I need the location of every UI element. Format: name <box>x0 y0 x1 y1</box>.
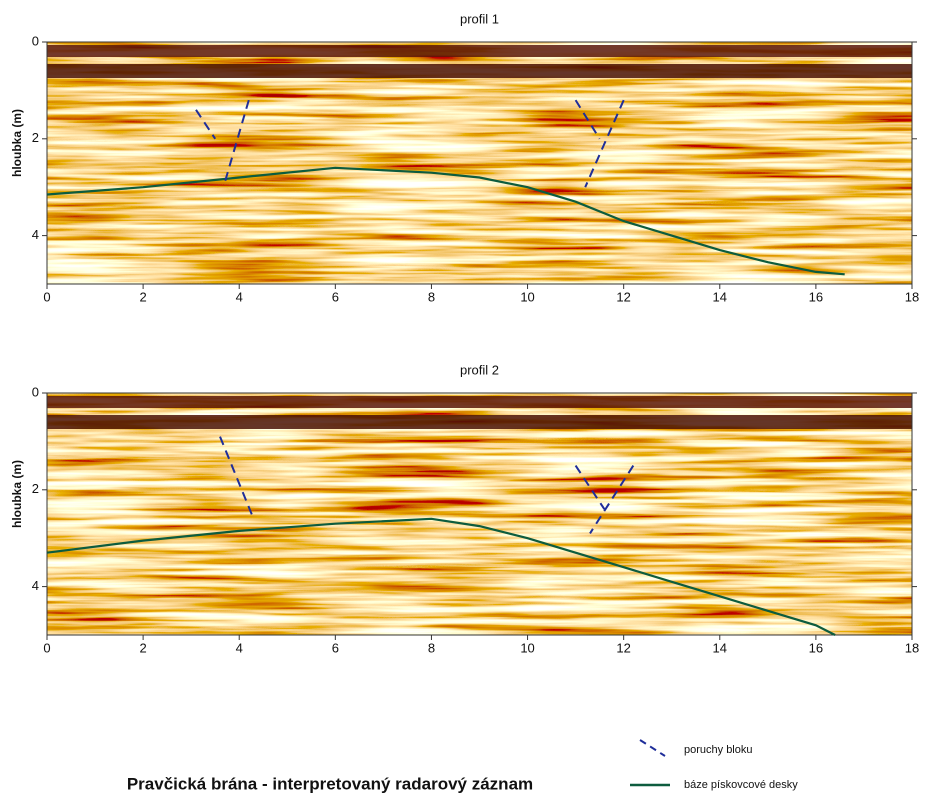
surface-band <box>47 64 912 78</box>
radargram <box>47 42 912 284</box>
chart-panel: profil 2 hloubka (m) 0 2 4 6 8 10 12 14 16 18 0 2 4 <box>10 362 919 655</box>
x-tick-label: 2 <box>139 640 146 655</box>
legend-label: poruchy bloku <box>684 744 753 756</box>
x-tick-label: 6 <box>332 289 339 304</box>
fault-line <box>574 465 606 510</box>
chart-title: profil 2 <box>460 362 499 377</box>
legend-swatch <box>639 739 666 757</box>
base-line <box>46 517 836 636</box>
fault-line <box>574 99 601 140</box>
y-axis-label: hloubka (m) <box>10 460 24 528</box>
x-tick-label: 6 <box>332 640 339 655</box>
surface-band <box>47 396 912 408</box>
x-tick-label: 16 <box>809 640 823 655</box>
fault-line <box>589 465 635 534</box>
x-tick-label: 4 <box>236 640 243 655</box>
x-tick-label: 8 <box>428 289 435 304</box>
fault-line <box>584 99 625 188</box>
x-tick-label: 0 <box>43 289 50 304</box>
surface-band <box>47 415 912 429</box>
figure-title: Pravčická brána - interpretovaný radarov… <box>127 774 533 793</box>
y-tick-label: 4 <box>32 578 39 593</box>
x-tick-label: 18 <box>905 640 919 655</box>
base-line <box>46 166 845 276</box>
x-tick-label: 4 <box>236 289 243 304</box>
x-tick-label: 0 <box>43 640 50 655</box>
y-tick-label: 2 <box>32 481 39 496</box>
x-tick-label: 2 <box>139 289 146 304</box>
y-tick-label: 2 <box>32 130 39 145</box>
plot-frame <box>46 41 913 285</box>
x-tick-label: 12 <box>616 640 630 655</box>
radargram <box>47 393 912 635</box>
x-tick-label: 14 <box>713 640 727 655</box>
plot-frame <box>46 392 913 636</box>
x-tick-label: 8 <box>428 640 435 655</box>
surface-band <box>47 45 912 57</box>
y-tick-label: 0 <box>32 384 39 399</box>
x-tick-label: 16 <box>809 289 823 304</box>
chart-title: profil 1 <box>460 11 499 26</box>
x-tick-label: 14 <box>713 289 727 304</box>
x-tick-label: 10 <box>520 289 534 304</box>
y-tick-label: 4 <box>32 227 39 242</box>
x-tick-label: 12 <box>616 289 630 304</box>
x-tick-label: 18 <box>905 289 919 304</box>
legend-label: báze pískovcové desky <box>684 779 798 791</box>
y-axis-label: hloubka (m) <box>10 109 24 177</box>
chart-panel: profil 1 hloubka (m) 0 2 4 6 8 10 12 14 16 18 0 2 4 <box>10 11 919 304</box>
x-tick-label: 10 <box>520 640 534 655</box>
y-tick-label: 0 <box>32 33 39 48</box>
fault-line <box>195 109 217 140</box>
